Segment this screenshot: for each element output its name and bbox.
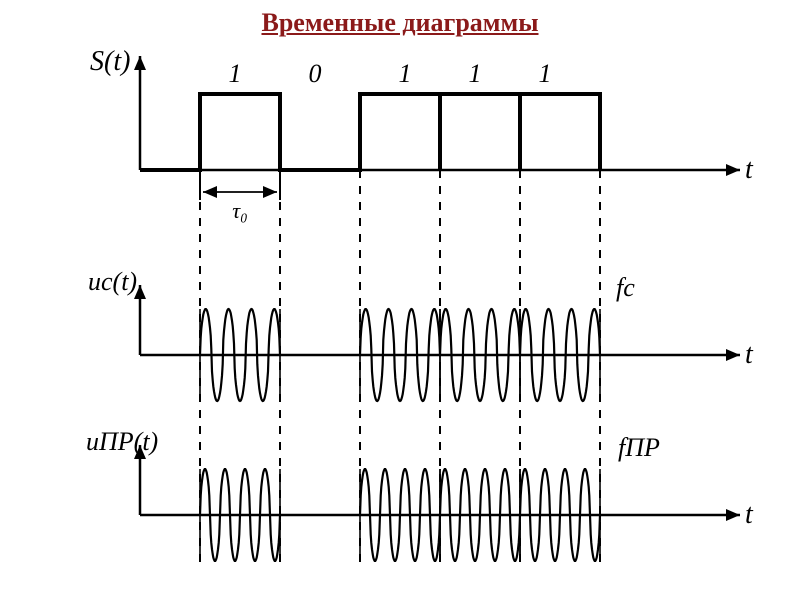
svg-text:t: t	[745, 339, 754, 370]
svg-text:fс: fс	[616, 273, 635, 302]
svg-text:1: 1	[399, 59, 412, 88]
svg-text:1: 1	[539, 59, 552, 88]
svg-text:t: t	[745, 154, 754, 185]
svg-text:t: t	[745, 499, 754, 530]
svg-text:uПР(t): uПР(t)	[86, 427, 158, 456]
diagram-title: Временные диаграммы	[0, 0, 800, 38]
svg-text:uс(t): uс(t)	[88, 267, 137, 296]
svg-text:S(t): S(t)	[90, 50, 130, 77]
svg-text:0: 0	[309, 59, 322, 88]
svg-text:fПР: fПР	[618, 433, 660, 462]
timing-diagram: S(t) t 1 0 1 1 1 τ₀ uс(t) t fс uПР(t) t fПР	[40, 50, 760, 590]
svg-text:τ₀: τ₀	[232, 198, 248, 223]
svg-text:1: 1	[469, 59, 482, 88]
svg-text:1: 1	[229, 59, 242, 88]
